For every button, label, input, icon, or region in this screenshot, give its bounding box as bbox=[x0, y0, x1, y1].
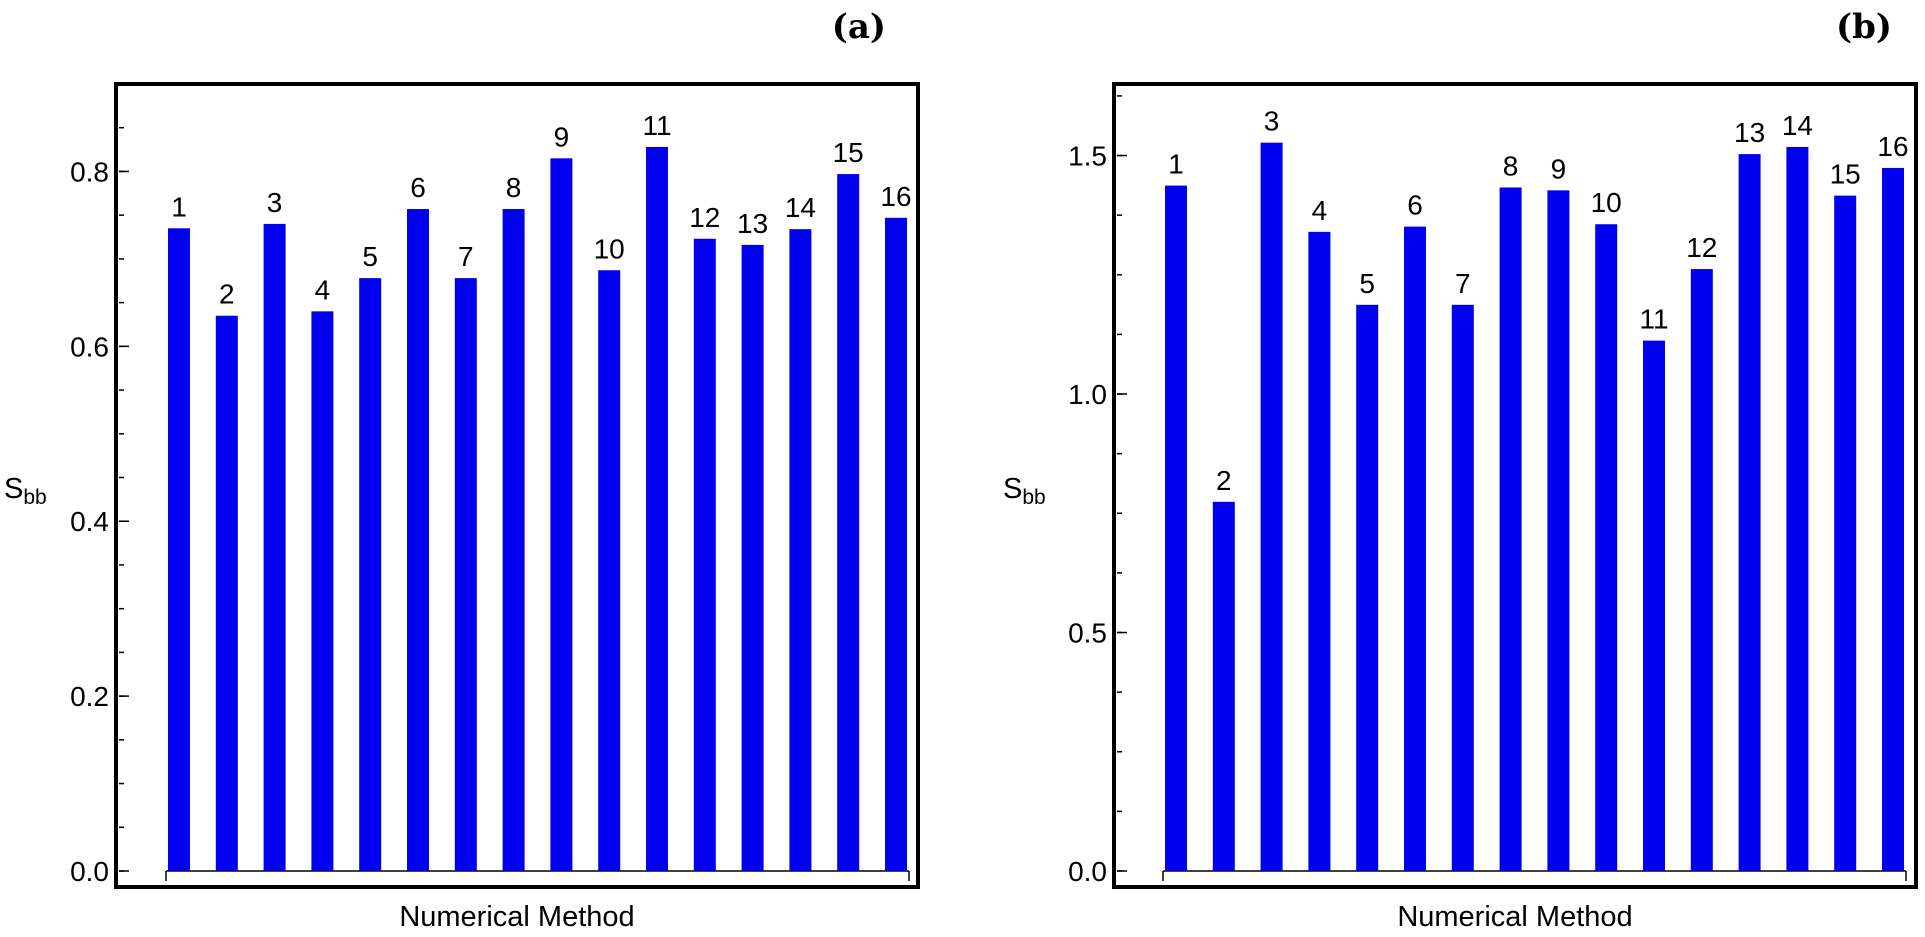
bar-label-2: 2 bbox=[1216, 465, 1232, 496]
y-tick-label: 0.6 bbox=[70, 331, 109, 362]
bar-label-1: 1 bbox=[1168, 149, 1184, 180]
bar-label-2: 2 bbox=[219, 279, 235, 310]
bar-label-5: 5 bbox=[362, 241, 378, 272]
bar-label-3: 3 bbox=[267, 187, 283, 218]
bar-label-7: 7 bbox=[458, 241, 474, 272]
bar-label-6: 6 bbox=[410, 172, 426, 203]
bar-13 bbox=[741, 244, 764, 872]
bar-label-15: 15 bbox=[1830, 159, 1861, 190]
bar-label-6: 6 bbox=[1407, 190, 1423, 221]
bar-7 bbox=[1451, 304, 1474, 871]
bar-1 bbox=[1165, 185, 1187, 871]
x-axis-title: Numerical Method bbox=[1397, 901, 1632, 933]
bar-label-11: 11 bbox=[1639, 304, 1668, 335]
bar-7 bbox=[454, 278, 477, 871]
bar-10 bbox=[1595, 224, 1618, 871]
bar-9 bbox=[1547, 190, 1570, 871]
bar-label-13: 13 bbox=[1734, 117, 1765, 148]
bar-9 bbox=[550, 158, 573, 872]
bar-label-5: 5 bbox=[1359, 268, 1375, 299]
bar-2 bbox=[215, 315, 238, 871]
bar-label-8: 8 bbox=[1503, 151, 1519, 182]
bar-12 bbox=[1690, 269, 1713, 872]
bar-label-14: 14 bbox=[1782, 110, 1813, 141]
y-tick-label: 0.2 bbox=[70, 681, 109, 712]
y-tick-label: 0.8 bbox=[70, 156, 109, 187]
y-tick-label: 1.5 bbox=[1068, 141, 1107, 172]
bar-16 bbox=[1882, 167, 1904, 872]
bar-label-12: 12 bbox=[1686, 232, 1717, 263]
bar-15 bbox=[837, 174, 860, 872]
y-axis-title: Sbb bbox=[1003, 473, 1046, 509]
bar-3 bbox=[1260, 142, 1283, 872]
bar-label-11: 11 bbox=[642, 110, 671, 141]
bar-label-3: 3 bbox=[1264, 106, 1280, 137]
bar-8 bbox=[502, 209, 525, 872]
bar-label-4: 4 bbox=[1312, 195, 1328, 226]
bar-5 bbox=[1356, 304, 1379, 871]
bar-label-8: 8 bbox=[506, 172, 522, 203]
bar-label-9: 9 bbox=[554, 121, 570, 152]
bar-label-10: 10 bbox=[1591, 187, 1622, 218]
y-tick-label: 0.5 bbox=[1068, 618, 1107, 649]
bar-3 bbox=[263, 223, 286, 871]
bar-6 bbox=[407, 209, 429, 872]
bar-11 bbox=[646, 146, 668, 871]
y-axis-title-main: S bbox=[4, 473, 23, 505]
plot-frame bbox=[114, 82, 920, 889]
bar-label-4: 4 bbox=[315, 274, 331, 305]
bar-16 bbox=[885, 217, 907, 872]
bar-4 bbox=[311, 311, 334, 871]
bar-label-16: 16 bbox=[880, 181, 911, 212]
y-tick-label: 0.4 bbox=[70, 506, 109, 537]
y-axis-title-main: S bbox=[1003, 473, 1022, 505]
bar-label-16: 16 bbox=[1877, 131, 1908, 162]
plot-frame bbox=[1112, 82, 1918, 889]
panel-tag: (a) bbox=[832, 7, 886, 47]
bar-label-13: 13 bbox=[737, 208, 768, 239]
bar-2 bbox=[1212, 501, 1235, 871]
bar-14 bbox=[789, 229, 812, 871]
y-tick-label: 0.0 bbox=[1068, 856, 1107, 887]
x-axis-title: Numerical Method bbox=[399, 901, 634, 933]
bar-13 bbox=[1738, 154, 1761, 871]
bar-15 bbox=[1834, 195, 1857, 872]
panel-tag: (b) bbox=[1836, 7, 1892, 47]
bar-8 bbox=[1499, 187, 1522, 871]
y-axis-title: Sbb bbox=[4, 473, 47, 509]
bar-11 bbox=[1643, 340, 1665, 871]
y-axis-title-subscript: bb bbox=[23, 486, 46, 509]
bar-12 bbox=[693, 238, 716, 871]
bar-label-1: 1 bbox=[171, 191, 187, 222]
bar-1 bbox=[168, 228, 190, 872]
bar-4 bbox=[1308, 231, 1331, 872]
bar-label-14: 14 bbox=[785, 192, 816, 223]
y-axis-title-subscript: bb bbox=[1022, 486, 1045, 509]
bar-label-12: 12 bbox=[689, 202, 720, 233]
bar-label-7: 7 bbox=[1455, 268, 1471, 299]
bar-label-10: 10 bbox=[594, 233, 625, 264]
bar-14 bbox=[1786, 146, 1809, 871]
y-tick-label: 1.0 bbox=[1068, 379, 1107, 410]
bar-label-9: 9 bbox=[1551, 153, 1567, 184]
bar-10 bbox=[598, 270, 621, 871]
bar-label-15: 15 bbox=[833, 137, 864, 168]
bar-6 bbox=[1404, 226, 1426, 871]
y-tick-label: 0.0 bbox=[70, 856, 109, 887]
bar-5 bbox=[359, 278, 382, 871]
